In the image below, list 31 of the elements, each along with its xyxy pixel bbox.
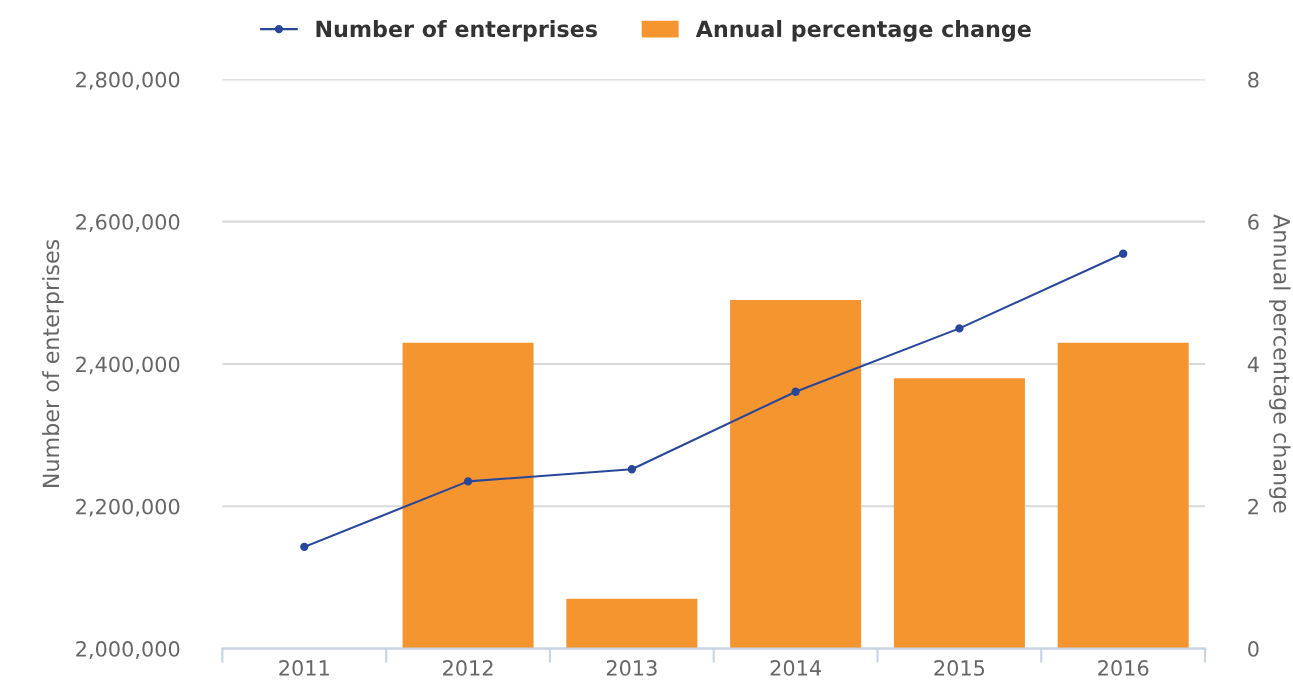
y-axis-title: Number of enterprises [42, 239, 64, 487]
y2-tick-label: 2 [1248, 498, 1258, 515]
x-tick-label: 2015 [934, 660, 985, 676]
point [1119, 249, 1128, 258]
y2-tick-label: 4 [1247, 356, 1259, 372]
y-tick-label: 2,800,000 [76, 71, 180, 90]
x-tick-label: 2014 [770, 660, 821, 676]
bar [566, 598, 698, 649]
x-tick-label: 2011 [279, 660, 329, 676]
legend-label: Number of enterprises [316, 20, 597, 42]
point [463, 477, 473, 486]
y2-tick-label: 8 [1248, 71, 1259, 88]
y-tick-label: 2,000,000 [76, 641, 180, 659]
x-tick-label: 2013 [606, 660, 657, 676]
y2-axis-title: Annual percentage change [1269, 214, 1291, 513]
point [955, 324, 964, 333]
bar [1057, 342, 1189, 649]
point [300, 542, 309, 552]
y2-tick-label: 0 [1248, 641, 1259, 657]
bar [730, 299, 862, 649]
bar [893, 378, 1025, 649]
x-tick-label: 2016 [1098, 660, 1149, 676]
y-tick-label: 2,400,000 [76, 356, 180, 375]
point [791, 387, 800, 396]
y-tick-label: 2,600,000 [76, 214, 180, 232]
point [627, 465, 637, 474]
legend-label: Annual percentage change [695, 20, 1031, 42]
bar [402, 342, 534, 649]
y-tick-label: 2,200,000 [76, 498, 180, 517]
y2-tick-label: 6 [1248, 214, 1259, 230]
x-tick-label: 2012 [443, 660, 493, 676]
